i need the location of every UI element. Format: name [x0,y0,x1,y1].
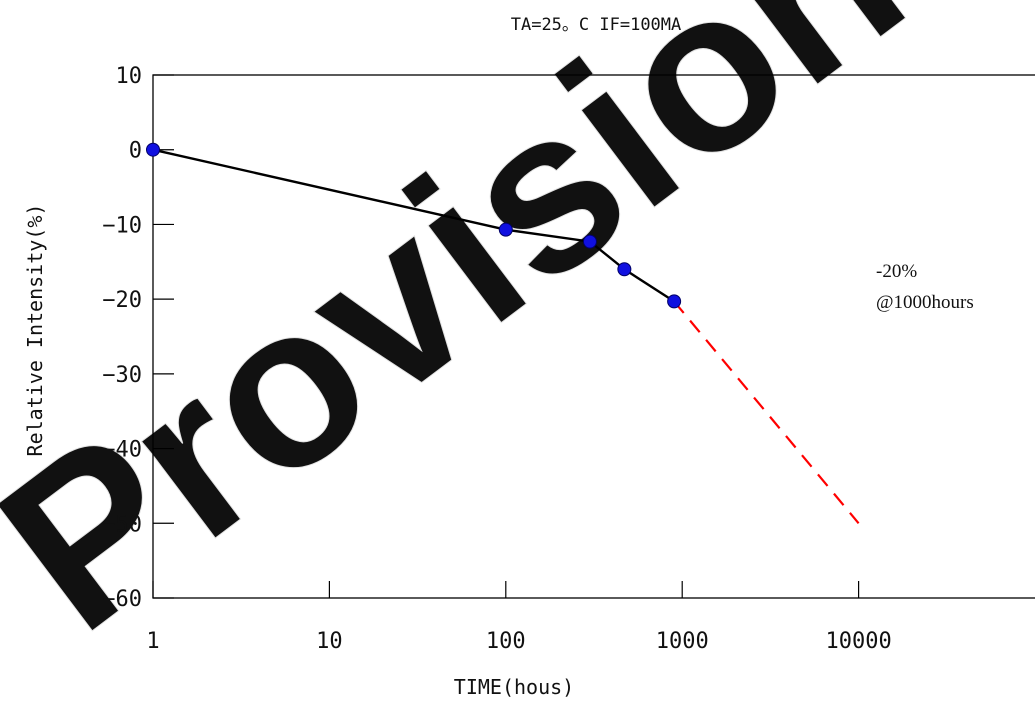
y-axis-title: Relative Intensity(%) [23,204,47,457]
x-tick-label: 10000 [825,629,891,654]
x-tick-label: 100 [486,629,526,654]
y-tick-label: −40 [102,438,142,463]
x-tick-label: 1 [146,629,159,654]
y-tick-label: −30 [102,363,142,388]
x-tick-label: 10 [316,629,343,654]
extrapolation-line [673,300,860,525]
plot-frame [152,74,1035,599]
y-tick-label: 10 [116,64,143,89]
tick-labels: 100−10−20−30−40−50−601 10 100 1000 10000 [102,64,891,654]
annotation-hours: @1000hours [876,292,974,313]
y-tick-label: 0 [129,139,142,164]
annotation-percent: -20% [876,261,917,282]
y-tick-label: −50 [102,512,142,537]
data-point [146,142,160,157]
y-tick-label: −60 [102,587,142,612]
data-point [617,262,632,277]
data-point [582,234,597,249]
axis-ticks [152,74,860,599]
watermark-text: Provisional [0,0,1035,680]
data-point [498,222,513,237]
y-tick-label: −20 [102,288,142,313]
y-tick-label: −10 [102,213,142,238]
data-point [667,294,682,309]
chart-title: TA=25。C IF=100MA [511,15,682,35]
x-axis-title: TIME(hous) [454,675,574,699]
x-tick-label: 1000 [656,629,709,654]
data-markers [146,142,682,309]
